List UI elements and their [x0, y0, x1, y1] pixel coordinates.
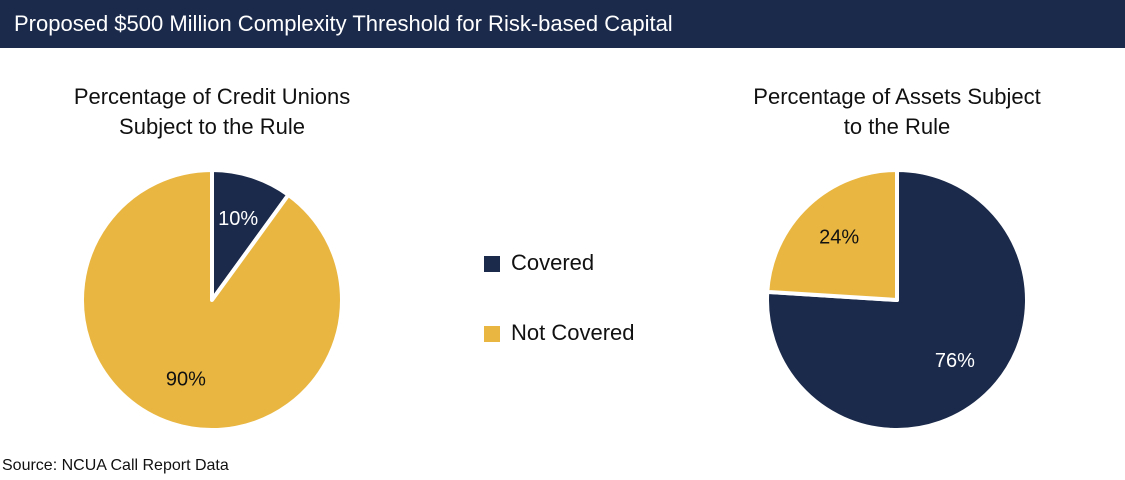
slice-label: 10% [218, 208, 258, 230]
legend-swatch [484, 256, 500, 272]
header-bar [0, 0, 1125, 48]
legend-label: Covered [511, 250, 594, 275]
pie-slice [765, 168, 899, 302]
pie-title: Percentage of Assets Subject [753, 84, 1040, 109]
pie-title: Subject to the Rule [119, 114, 305, 139]
slice-label: 24% [819, 227, 859, 249]
pie-slice [765, 168, 1029, 432]
pie-slice [80, 168, 344, 432]
page-title: Proposed $500 Million Complexity Thresho… [14, 11, 673, 36]
slice-label: 90% [166, 369, 206, 391]
pie-title: Percentage of Credit Unions [74, 84, 350, 109]
pie-title: to the Rule [844, 114, 950, 139]
source-note: Source: NCUA Call Report Data [2, 457, 229, 474]
legend-swatch [484, 326, 500, 342]
slice-label: 76% [935, 350, 975, 372]
legend-label: Not Covered [511, 320, 635, 345]
